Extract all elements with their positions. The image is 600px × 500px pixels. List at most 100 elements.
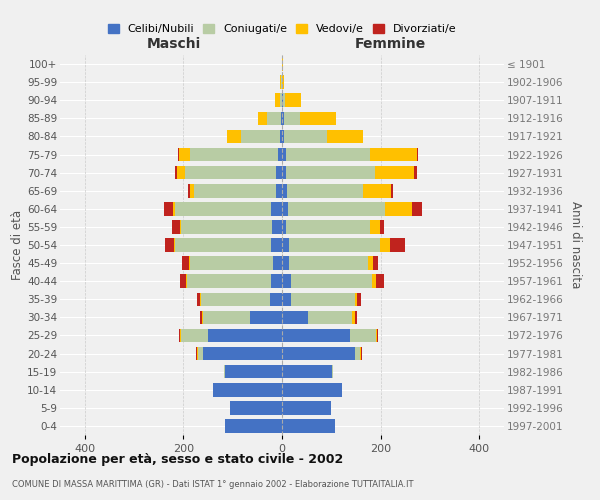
Bar: [284, 130, 328, 143]
Bar: [376, 274, 383, 288]
Bar: [200, 292, 269, 306]
Bar: [185, 166, 276, 179]
Bar: [281, 76, 282, 89]
Bar: [278, 148, 282, 162]
Bar: [375, 166, 414, 179]
Bar: [196, 347, 197, 360]
Y-axis label: Anni di nascita: Anni di nascita: [569, 202, 582, 288]
Bar: [272, 220, 282, 234]
Bar: [355, 310, 357, 324]
Bar: [259, 112, 267, 125]
Bar: [372, 274, 376, 288]
Bar: [370, 220, 380, 234]
Bar: [282, 202, 289, 215]
Bar: [282, 310, 308, 324]
Bar: [284, 112, 300, 125]
Bar: [197, 347, 198, 360]
Bar: [282, 148, 286, 162]
Bar: [412, 202, 422, 215]
Bar: [173, 202, 175, 215]
Bar: [300, 112, 336, 125]
Bar: [203, 347, 282, 360]
Bar: [289, 238, 380, 252]
Bar: [194, 184, 275, 198]
Bar: [282, 328, 350, 342]
Bar: [282, 130, 284, 143]
Bar: [355, 292, 358, 306]
Bar: [225, 419, 282, 432]
Bar: [271, 202, 282, 215]
Text: Maschi: Maschi: [146, 38, 200, 52]
Bar: [190, 184, 194, 198]
Bar: [198, 347, 203, 360]
Text: Popolazione per età, sesso e stato civile - 2002: Popolazione per età, sesso e stato civil…: [12, 452, 343, 466]
Bar: [182, 256, 189, 270]
Bar: [250, 310, 282, 324]
Bar: [291, 292, 355, 306]
Bar: [380, 220, 383, 234]
Bar: [282, 184, 287, 198]
Bar: [377, 328, 378, 342]
Bar: [189, 256, 190, 270]
Bar: [181, 328, 208, 342]
Bar: [175, 238, 271, 252]
Bar: [280, 94, 282, 107]
Bar: [282, 58, 283, 71]
Bar: [282, 112, 284, 125]
Bar: [230, 401, 282, 414]
Bar: [187, 274, 271, 288]
Bar: [273, 256, 282, 270]
Bar: [203, 310, 250, 324]
Bar: [180, 220, 181, 234]
Bar: [282, 94, 283, 107]
Bar: [282, 166, 286, 179]
Bar: [414, 166, 416, 179]
Bar: [225, 365, 282, 378]
Bar: [282, 383, 342, 396]
Bar: [352, 310, 355, 324]
Bar: [172, 220, 180, 234]
Bar: [174, 238, 175, 252]
Text: COMUNE DI MASSA MARITTIMA (GR) - Dati ISTAT 1° gennaio 2002 - Elaborazione TUTTA: COMUNE DI MASSA MARITTIMA (GR) - Dati IS…: [12, 480, 413, 489]
Bar: [308, 310, 352, 324]
Bar: [178, 148, 179, 162]
Bar: [267, 112, 281, 125]
Bar: [180, 328, 181, 342]
Bar: [186, 274, 187, 288]
Bar: [282, 76, 284, 89]
Bar: [282, 365, 332, 378]
Bar: [282, 401, 331, 414]
Bar: [282, 256, 289, 270]
Bar: [328, 130, 363, 143]
Bar: [350, 328, 376, 342]
Bar: [282, 347, 355, 360]
Bar: [208, 328, 282, 342]
Bar: [271, 238, 282, 252]
Bar: [282, 274, 291, 288]
Bar: [227, 130, 241, 143]
Bar: [361, 347, 362, 360]
Bar: [390, 238, 405, 252]
Bar: [282, 292, 291, 306]
Bar: [269, 292, 282, 306]
Y-axis label: Fasce di età: Fasce di età: [11, 210, 24, 280]
Bar: [181, 274, 186, 288]
Bar: [179, 148, 190, 162]
Bar: [368, 256, 373, 270]
Bar: [391, 184, 393, 198]
Bar: [376, 328, 377, 342]
Bar: [360, 347, 361, 360]
Bar: [241, 130, 280, 143]
Bar: [197, 292, 200, 306]
Text: Femmine: Femmine: [355, 38, 426, 52]
Bar: [200, 310, 202, 324]
Bar: [275, 184, 282, 198]
Bar: [370, 148, 416, 162]
Bar: [286, 94, 301, 107]
Bar: [181, 220, 272, 234]
Bar: [224, 365, 225, 378]
Bar: [280, 130, 282, 143]
Bar: [286, 166, 375, 179]
Bar: [202, 310, 203, 324]
Bar: [282, 220, 286, 234]
